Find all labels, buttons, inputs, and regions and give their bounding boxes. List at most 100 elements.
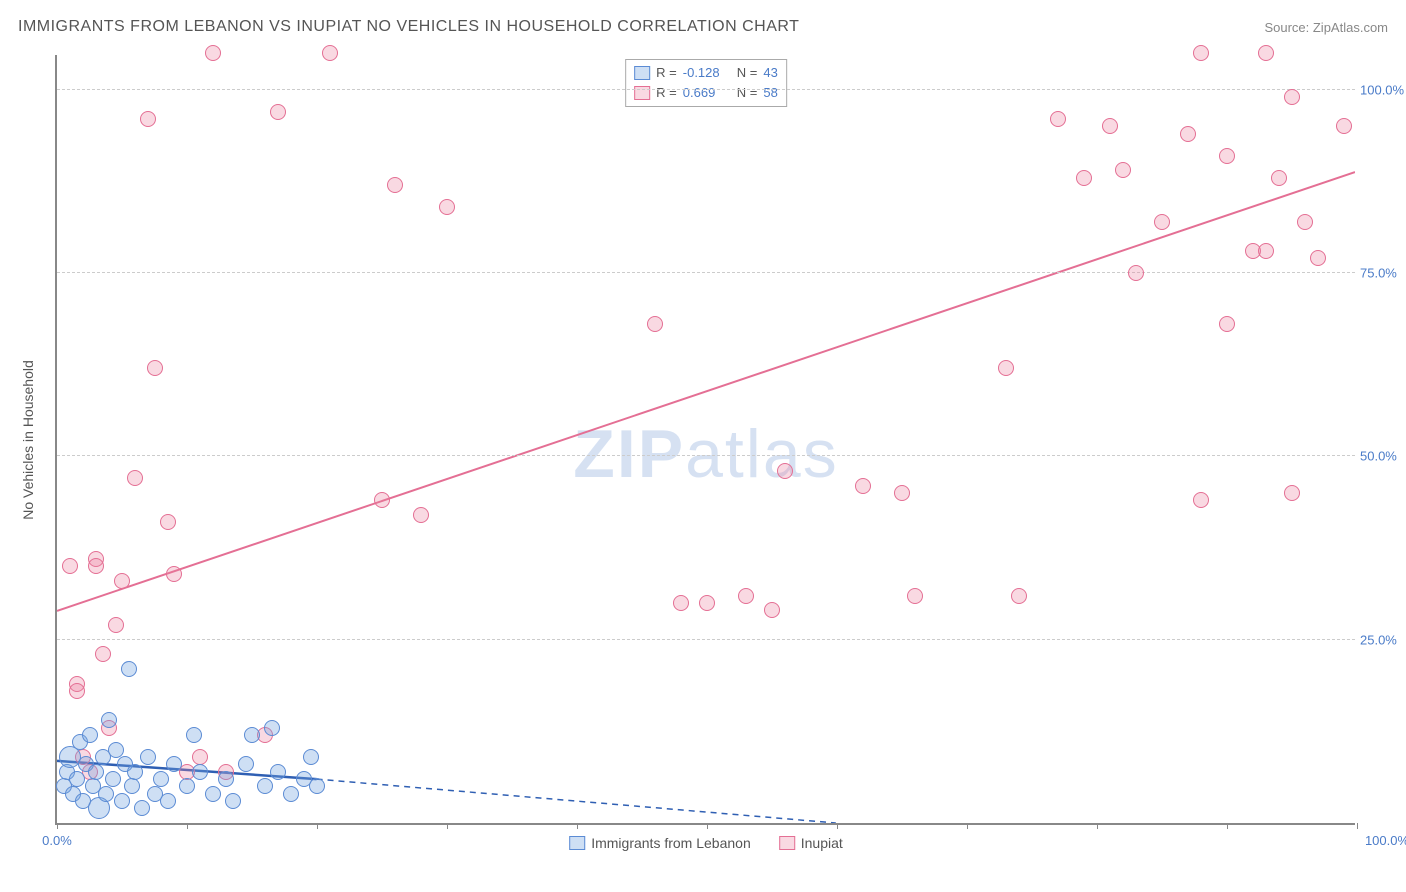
correlation-legend: R = -0.128 N =43 R = 0.669 N =58 [625,59,787,107]
legend-swatch [779,836,795,850]
data-point [1258,243,1274,259]
data-point [270,104,286,120]
grid-line [57,639,1355,640]
x-tick [967,823,968,829]
grid-line [57,455,1355,456]
data-point [192,764,208,780]
legend-label: Inupiat [801,835,843,851]
x-tick [317,823,318,829]
data-point [1011,588,1027,604]
x-tick-label: 100.0% [1365,833,1406,848]
data-point [186,727,202,743]
data-point [160,793,176,809]
y-tick-label: 75.0% [1360,266,1406,281]
data-point [88,558,104,574]
data-point [192,749,208,765]
data-point [166,756,182,772]
x-tick [447,823,448,829]
data-point [1284,485,1300,501]
chart-title: IMMIGRANTS FROM LEBANON VS INUPIAT NO VE… [18,18,799,36]
x-tick [837,823,838,829]
data-point [1310,250,1326,266]
title-bar: IMMIGRANTS FROM LEBANON VS INUPIAT NO VE… [18,18,1388,36]
data-point [108,742,124,758]
data-point [69,771,85,787]
n-value: 58 [763,83,777,103]
legend-item: Inupiat [779,835,843,851]
data-point [439,199,455,215]
x-tick [57,823,58,829]
data-point [160,514,176,530]
data-point [105,771,121,787]
data-point [238,756,254,772]
legend-swatch [634,66,650,80]
data-point [1115,162,1131,178]
data-point [127,470,143,486]
x-tick-label: 0.0% [42,833,72,848]
data-point [114,793,130,809]
data-point [1336,118,1352,134]
series-legend: Immigrants from LebanonInupiat [569,835,843,851]
data-point [1076,170,1092,186]
n-label: N = [737,63,758,83]
data-point [124,778,140,794]
data-point [699,595,715,611]
data-point [166,566,182,582]
data-point [270,764,286,780]
data-point [1284,89,1300,105]
data-point [95,646,111,662]
data-point [205,786,221,802]
y-tick-label: 100.0% [1360,82,1406,97]
y-axis-label: No Vehicles in Household [20,360,36,520]
x-tick [1227,823,1228,829]
r-value: 0.669 [683,83,731,103]
n-value: 43 [763,63,777,83]
x-tick [707,823,708,829]
data-point [1297,214,1313,230]
data-point [140,111,156,127]
data-point [647,316,663,332]
x-tick [577,823,578,829]
data-point [303,749,319,765]
n-label: N = [737,83,758,103]
data-point [127,764,143,780]
data-point [153,771,169,787]
source-label: Source: ZipAtlas.com [1264,20,1388,35]
data-point [1128,265,1144,281]
data-point [1050,111,1066,127]
data-point [108,617,124,633]
grid-line [57,272,1355,273]
data-point [88,764,104,780]
r-label: R = [656,83,677,103]
y-tick-label: 25.0% [1360,632,1406,647]
data-point [283,786,299,802]
data-point [322,45,338,61]
data-point [244,727,260,743]
trend-lines [57,55,1355,823]
data-point [82,727,98,743]
data-point [1154,214,1170,230]
data-point [998,360,1014,376]
data-point [257,778,273,794]
y-tick-label: 50.0% [1360,449,1406,464]
data-point [1219,148,1235,164]
data-point [114,573,130,589]
data-point [69,683,85,699]
data-point [121,661,137,677]
data-point [1193,45,1209,61]
data-point [1180,126,1196,142]
x-tick [1357,823,1358,829]
data-point [140,749,156,765]
r-value: -0.128 [683,63,731,83]
data-point [264,720,280,736]
r-label: R = [656,63,677,83]
x-tick [187,823,188,829]
data-point [907,588,923,604]
data-point [134,800,150,816]
data-point [1271,170,1287,186]
data-point [225,793,241,809]
data-point [1219,316,1235,332]
legend-row: R = -0.128 N =43 [634,63,778,83]
legend-row: R = 0.669 N =58 [634,83,778,103]
data-point [179,778,195,794]
